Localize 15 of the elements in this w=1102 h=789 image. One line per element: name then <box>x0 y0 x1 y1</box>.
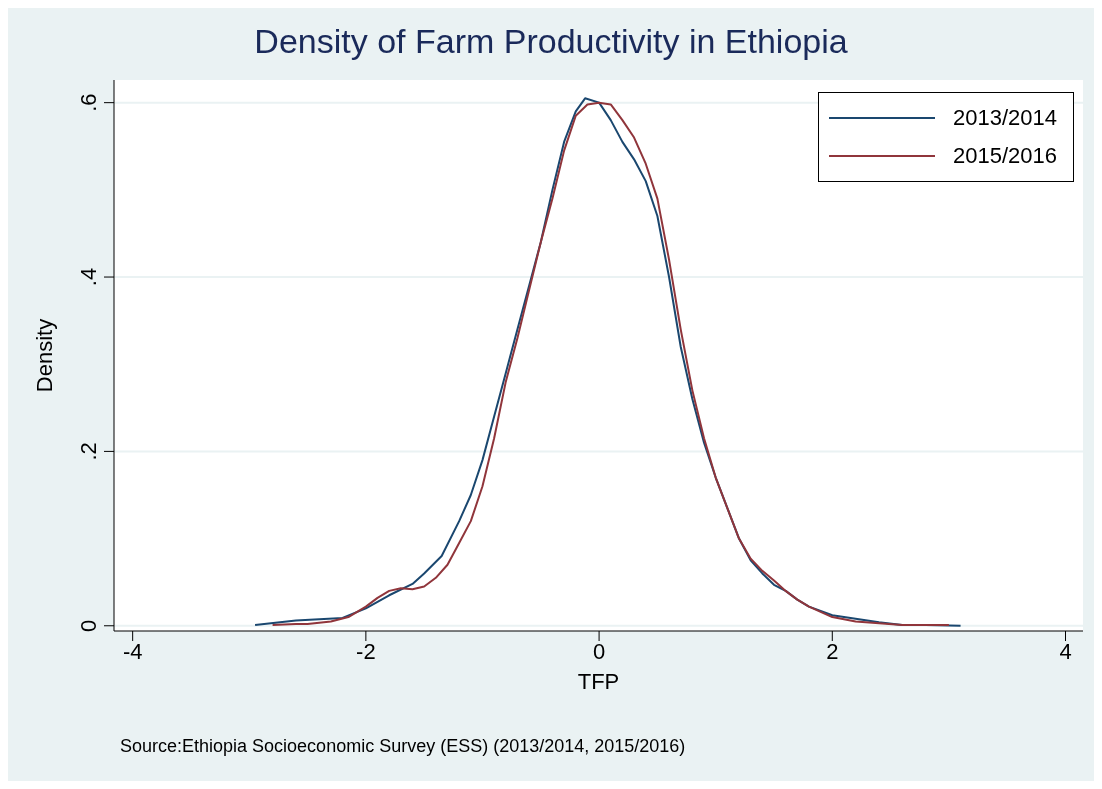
x-tick-label: 2 <box>826 638 839 664</box>
chart-title: Density of Farm Productivity in Ethiopia <box>253 22 849 61</box>
x-tick-label: -2 <box>356 638 376 664</box>
legend-label: 2015/2016 <box>953 143 1057 169</box>
x-tick-label: -4 <box>122 638 143 664</box>
y-tick-label: .2 <box>76 442 101 461</box>
source-note: Source:Ethiopia Socioeconomic Survey (ESS) (2013/2014, 2015/2016) <box>120 736 686 757</box>
y-tick-label: .6 <box>76 93 101 112</box>
y-tick-label: .4 <box>76 267 101 287</box>
x-tick-label: 4 <box>1059 638 1072 664</box>
legend-label: 2013/2014 <box>953 105 1057 131</box>
x-tick-label: 0 <box>592 638 606 664</box>
x-axis-title: TFP <box>577 669 620 694</box>
y-axis-title: Density <box>31 318 57 393</box>
y-tick-label: 0 <box>76 619 101 632</box>
